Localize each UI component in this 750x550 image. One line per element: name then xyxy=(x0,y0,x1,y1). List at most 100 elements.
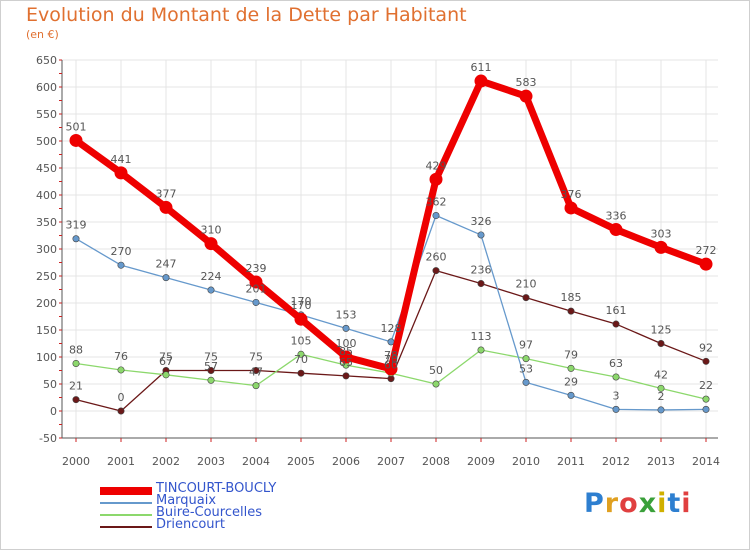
data-point xyxy=(252,382,260,390)
data-label: 65 xyxy=(339,356,353,369)
legend-swatch xyxy=(100,514,152,516)
legend-label: Driencourt xyxy=(156,517,225,532)
data-point xyxy=(429,172,443,186)
data-point xyxy=(612,320,620,328)
proxiti-logo[interactable]: Proxiti xyxy=(584,488,692,519)
data-label: 611 xyxy=(471,61,492,74)
logo-letter: t xyxy=(667,488,682,519)
axes: -500501001502002503003504004505005506006… xyxy=(36,54,720,468)
data-label: 303 xyxy=(651,227,672,240)
data-point xyxy=(432,212,440,220)
data-label: 441 xyxy=(111,153,132,166)
data-label: 2 xyxy=(658,390,665,403)
data-label: 201 xyxy=(246,282,267,295)
data-point xyxy=(72,359,80,367)
y-tick-label: 300 xyxy=(36,243,57,256)
y-tick-label: 400 xyxy=(36,189,57,202)
data-point xyxy=(522,355,530,363)
logo-letter: x xyxy=(638,488,658,519)
data-label: 161 xyxy=(606,304,627,317)
x-tick-label: 2000 xyxy=(62,455,90,468)
data-label: 377 xyxy=(156,187,177,200)
data-point xyxy=(657,406,665,414)
x-tick-label: 2009 xyxy=(467,455,495,468)
data-point xyxy=(249,275,263,289)
data-point xyxy=(162,274,170,282)
x-tick-label: 2013 xyxy=(647,455,675,468)
logo-letter: i xyxy=(657,488,668,519)
data-point xyxy=(474,74,488,88)
data-label: 272 xyxy=(696,244,717,257)
data-label: 429 xyxy=(426,159,447,172)
y-tick-label: 250 xyxy=(36,270,57,283)
data-label: 310 xyxy=(201,224,222,237)
x-tick-label: 2011 xyxy=(557,455,585,468)
logo-letter: r xyxy=(604,488,620,519)
data-point xyxy=(702,395,710,403)
data-point xyxy=(297,350,305,358)
data-label: 88 xyxy=(69,343,83,356)
y-tick-label: 200 xyxy=(36,297,57,310)
legend-label: Marquaix xyxy=(156,493,217,508)
data-point xyxy=(432,380,440,388)
data-label: 153 xyxy=(336,308,357,321)
data-label: 63 xyxy=(609,357,623,370)
data-label: 247 xyxy=(156,258,177,271)
data-point xyxy=(117,407,125,415)
data-point xyxy=(114,166,128,180)
x-tick-label: 2008 xyxy=(422,455,450,468)
data-point xyxy=(204,237,218,251)
data-label: 79 xyxy=(564,348,578,361)
data-label: 47 xyxy=(249,366,263,379)
x-tick-label: 2001 xyxy=(107,455,135,468)
series-lines xyxy=(69,74,713,415)
data-label: 29 xyxy=(564,375,578,388)
data-point xyxy=(432,267,440,275)
data-label: 3 xyxy=(613,389,620,402)
data-point xyxy=(72,235,80,243)
data-point xyxy=(159,200,173,214)
line-chart: -500501001502002503003504004505005506006… xyxy=(36,54,720,468)
data-label: 125 xyxy=(651,324,672,337)
data-label: 85 xyxy=(339,345,353,358)
data-point xyxy=(699,257,713,271)
data-label: 92 xyxy=(699,341,713,354)
data-label: 22 xyxy=(699,379,713,392)
data-label: 224 xyxy=(201,270,222,283)
data-label: 210 xyxy=(516,278,537,291)
data-point xyxy=(567,364,575,372)
data-point xyxy=(69,133,83,147)
data-point xyxy=(567,391,575,399)
legend-swatch xyxy=(100,526,152,528)
y-tick-label: 650 xyxy=(36,54,57,67)
data-point xyxy=(519,89,533,103)
x-tick-label: 2010 xyxy=(512,455,540,468)
chart-title: Evolution du Montant de la Dette par Hab… xyxy=(26,4,467,26)
data-point xyxy=(612,373,620,381)
y-tick-label: 450 xyxy=(36,162,57,175)
data-point xyxy=(657,384,665,392)
data-label: 60 xyxy=(384,359,398,372)
y-tick-label: 350 xyxy=(36,216,57,229)
data-label: 105 xyxy=(291,334,312,347)
data-label: 70 xyxy=(384,353,398,366)
data-label: 76 xyxy=(114,350,128,363)
data-point xyxy=(207,376,215,384)
logo-letter: o xyxy=(619,488,639,519)
data-label: 75 xyxy=(249,351,263,364)
data-label: 57 xyxy=(204,360,218,373)
data-point xyxy=(567,307,575,315)
y-tick-label: 100 xyxy=(36,351,57,364)
data-label: 336 xyxy=(606,210,627,223)
data-label: 362 xyxy=(426,196,447,209)
y-tick-label: 50 xyxy=(43,378,57,391)
data-label: 239 xyxy=(246,262,267,275)
logo-letter: P xyxy=(584,488,605,519)
data-point xyxy=(294,312,308,326)
data-label: 326 xyxy=(471,215,492,228)
data-label: 97 xyxy=(519,339,533,352)
data-label: 0 xyxy=(118,391,125,404)
chart-unit-label: (en €) xyxy=(26,28,59,41)
